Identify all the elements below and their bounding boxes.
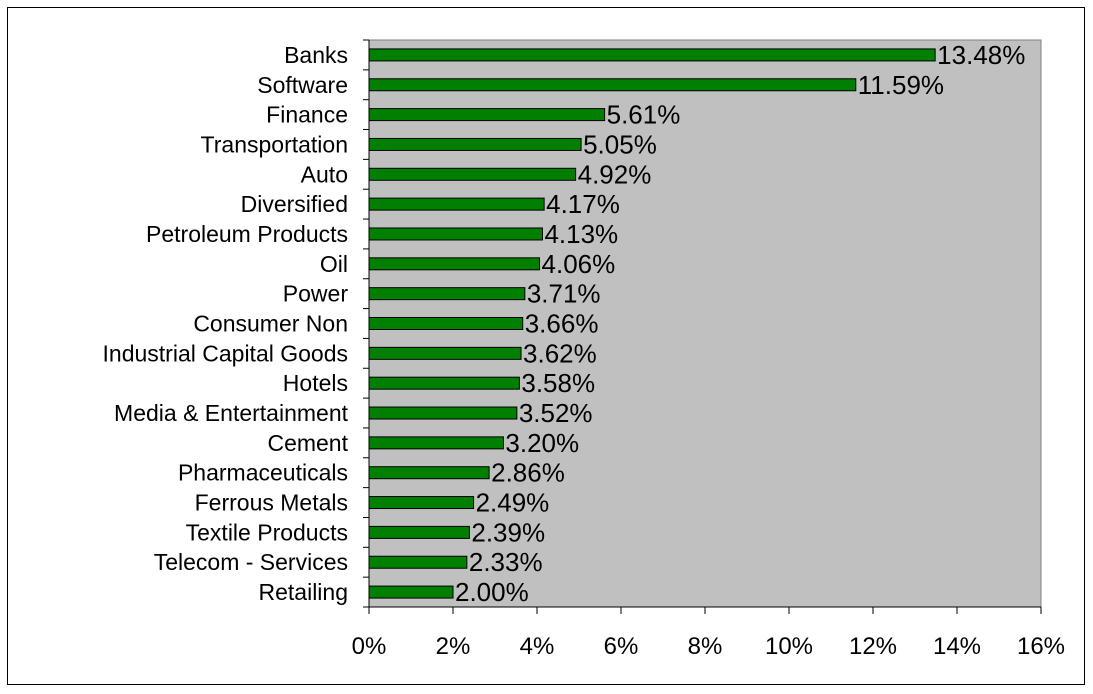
x-tick-label: 0%: [352, 633, 387, 660]
category-labels-group: Banks Software Finance Transportation Auto Di…: [103, 42, 349, 605]
bar: [368, 496, 475, 510]
category-label: Cement: [267, 430, 348, 456]
category-label: Telecom - Services: [154, 549, 348, 575]
category-label: Retailing: [259, 579, 349, 605]
bar: [368, 197, 545, 211]
bar: [368, 525, 470, 539]
value-labels-group: 13.48%11.59% 5.61%5.05%4.92%4.17%4.13%4.0…: [455, 40, 1025, 607]
x-tick-label: 4%: [520, 633, 555, 660]
category-label: Diversified: [241, 191, 348, 217]
category-label: Finance: [266, 102, 348, 128]
value-label: 11.59%: [858, 70, 944, 100]
value-label: 5.61%: [607, 100, 681, 130]
value-label: 13.48%: [937, 40, 1025, 70]
x-tick-label: 8%: [688, 633, 723, 660]
bar: [368, 137, 582, 151]
category-label: Textile Products: [186, 519, 348, 545]
bar: [368, 585, 454, 599]
value-label: 3.20%: [505, 428, 579, 458]
x-tick-label: 16%: [1017, 633, 1065, 660]
bar: [368, 257, 541, 271]
category-label: Hotels: [283, 370, 348, 396]
bar: [368, 466, 490, 480]
value-label: 4.13%: [544, 219, 618, 249]
x-tick-label: 2%: [436, 633, 471, 660]
value-label: 3.58%: [521, 368, 595, 398]
bar: [368, 227, 543, 241]
bar: [368, 287, 526, 301]
bar: [368, 317, 524, 330]
value-label: 3.62%: [523, 338, 597, 368]
value-label: 2.86%: [491, 458, 565, 488]
bar: [368, 48, 936, 62]
category-label: Oil: [320, 251, 348, 277]
value-label: 3.52%: [519, 398, 593, 428]
value-label: 5.05%: [583, 129, 657, 159]
value-label: 4.92%: [578, 159, 652, 189]
category-label: Power: [283, 281, 349, 307]
value-label: 2.49%: [476, 488, 550, 518]
bar: [368, 108, 606, 122]
axes-group: 0% 2% 4% 6% 8% 10% 12% 14% 16%: [352, 39, 1065, 660]
x-tick-label: 14%: [933, 633, 981, 660]
category-label: Software: [257, 72, 348, 98]
value-label: 3.71%: [527, 279, 601, 309]
value-label: 4.17%: [546, 189, 620, 219]
category-label: Industrial Capital Goods: [103, 340, 348, 366]
category-label: Petroleum Products: [146, 221, 348, 247]
bar: [368, 376, 520, 390]
category-label: Transportation: [201, 131, 348, 157]
category-label: Media & Entertainment: [114, 400, 349, 426]
value-label: 3.66%: [525, 309, 599, 339]
bar: [368, 78, 857, 92]
bar: [368, 436, 504, 450]
value-label: 2.33%: [469, 547, 543, 577]
value-label: 2.39%: [471, 517, 545, 547]
x-tick-label: 12%: [849, 633, 897, 660]
category-label: Auto: [301, 161, 348, 187]
value-label: 4.06%: [542, 249, 616, 279]
value-label: 2.00%: [455, 577, 529, 607]
bar: [368, 406, 518, 420]
x-tick-label: 6%: [604, 633, 639, 660]
category-label: Consumer Non: [193, 311, 348, 337]
bar: [368, 555, 468, 569]
bar: [368, 346, 522, 360]
category-label: Ferrous Metals: [195, 490, 348, 516]
category-label: Banks: [284, 42, 348, 68]
bars-group: [368, 48, 936, 599]
category-label: Pharmaceuticals: [178, 460, 348, 486]
x-tick-label: 10%: [765, 633, 813, 660]
bar: [368, 167, 577, 181]
